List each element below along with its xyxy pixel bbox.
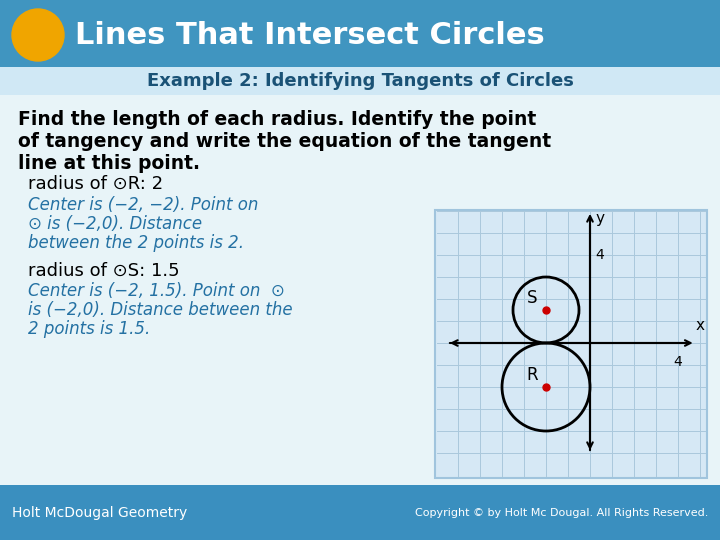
Text: 4: 4: [674, 355, 683, 369]
Text: Holt McDougal Geometry: Holt McDougal Geometry: [12, 506, 187, 520]
Text: between the 2 points is 2.: between the 2 points is 2.: [28, 234, 244, 252]
FancyBboxPatch shape: [435, 210, 707, 478]
FancyBboxPatch shape: [0, 485, 720, 540]
Text: 2 points is 1.5.: 2 points is 1.5.: [28, 320, 150, 338]
Circle shape: [12, 9, 64, 61]
FancyBboxPatch shape: [0, 0, 720, 70]
Text: Center is (−2, −2). Point on: Center is (−2, −2). Point on: [28, 196, 258, 214]
Text: x: x: [696, 318, 704, 333]
Text: Copyright © by Holt Mc Dougal. All Rights Reserved.: Copyright © by Holt Mc Dougal. All Right…: [415, 508, 708, 518]
Text: S: S: [527, 289, 537, 307]
Text: ⊙ is (−2,0). Distance: ⊙ is (−2,0). Distance: [28, 215, 202, 233]
Text: Center is (−2, 1.5). Point on  ⊙: Center is (−2, 1.5). Point on ⊙: [28, 282, 284, 300]
Text: line at this point.: line at this point.: [18, 154, 200, 173]
Text: Find the length of each radius. Identify the point: Find the length of each radius. Identify…: [18, 110, 536, 129]
Text: 4: 4: [595, 248, 604, 262]
FancyBboxPatch shape: [0, 67, 720, 95]
Text: radius of ⊙R: 2: radius of ⊙R: 2: [28, 175, 163, 193]
Text: y: y: [595, 211, 604, 226]
Text: of tangency and write the equation of the tangent: of tangency and write the equation of th…: [18, 132, 551, 151]
FancyBboxPatch shape: [0, 0, 720, 70]
Text: is (−2,0). Distance between the: is (−2,0). Distance between the: [28, 301, 292, 319]
Text: Lines That Intersect Circles: Lines That Intersect Circles: [75, 21, 545, 50]
FancyBboxPatch shape: [0, 95, 720, 485]
Text: R: R: [526, 366, 538, 384]
Text: Example 2: Identifying Tangents of Circles: Example 2: Identifying Tangents of Circl…: [147, 72, 573, 90]
Text: radius of ⊙S: 1.5: radius of ⊙S: 1.5: [28, 262, 179, 280]
